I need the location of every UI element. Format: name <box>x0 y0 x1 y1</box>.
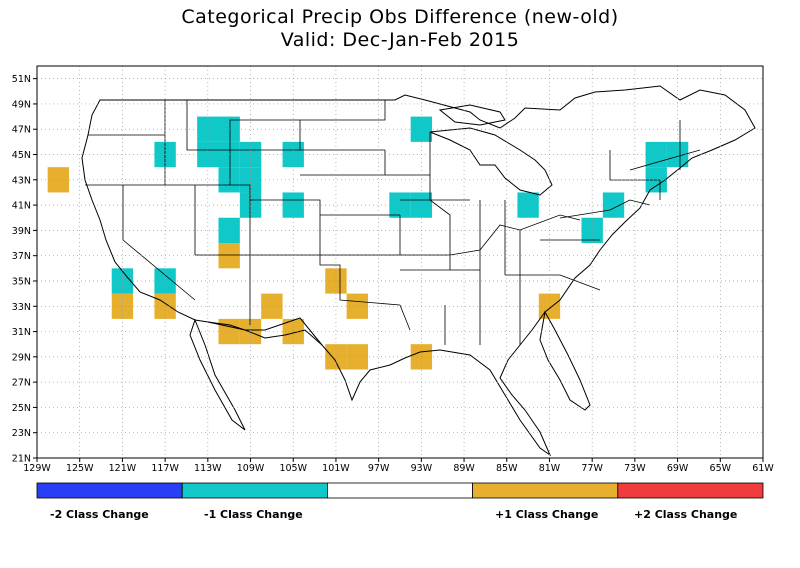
legend-swatch <box>326 482 473 499</box>
baja-peninsula <box>189 318 246 431</box>
lat-tick-label: 43N <box>12 175 31 186</box>
lon-tick-label: 105W <box>279 463 307 474</box>
lon-tick-label: 89W <box>453 463 475 474</box>
difference-cell <box>261 293 283 319</box>
us-outline <box>81 85 756 457</box>
lat-tick-label: 45N <box>12 150 31 161</box>
difference-cell <box>645 141 667 168</box>
legend-swatch <box>36 482 183 499</box>
difference-cell <box>239 192 262 218</box>
lat-tick-label: 41N <box>12 201 31 212</box>
state-lines <box>85 100 701 345</box>
lon-tick-label: 81W <box>539 463 561 474</box>
lon-tick-label: 65W <box>710 463 732 474</box>
lon-tick-label: 101W <box>322 463 350 474</box>
florida <box>539 310 591 411</box>
difference-cell <box>389 192 411 218</box>
difference-cell <box>325 344 347 370</box>
legend-label-minus1: -1 Class Change <box>204 508 303 521</box>
lon-tick-label: 77W <box>581 463 603 474</box>
lat-tick-label: 49N <box>12 99 31 110</box>
lon-tick-label: 129W <box>23 463 51 474</box>
legend-label-plus1: +1 Class Change <box>495 508 599 521</box>
lon-tick-label: 117W <box>151 463 179 474</box>
lat-tick-label: 21N <box>12 454 31 465</box>
lat-tick-label: 39N <box>12 226 31 237</box>
difference-cell <box>47 167 70 193</box>
great-lakes <box>429 127 553 196</box>
lat-tick-label: 37N <box>12 251 31 262</box>
difference-cell <box>111 268 134 294</box>
axis-ticks: 129W 125W 121W 117W 113W 109W 105W 101W 97W 93W 89… <box>12 74 775 474</box>
lon-tick-label: 61W <box>752 463 774 474</box>
lon-tick-label: 113W <box>194 463 222 474</box>
us-basemap <box>81 85 756 457</box>
lat-tick-label: 47N <box>12 125 31 136</box>
legend-swatch <box>472 482 619 499</box>
lat-tick-label: 25N <box>12 403 31 414</box>
lat-tick-label: 23N <box>12 428 31 439</box>
difference-cell <box>239 167 262 193</box>
difference-cell <box>239 318 262 345</box>
lon-tick-label: 125W <box>66 463 94 474</box>
lat-tick-label: 31N <box>12 327 31 338</box>
lat-tick-label: 29N <box>12 352 31 363</box>
lon-tick-label: 109W <box>237 463 265 474</box>
lon-tick-label: 93W <box>411 463 433 474</box>
difference-cell <box>325 268 347 294</box>
legend-colorbar <box>36 482 764 499</box>
lat-tick-label: 27N <box>12 378 31 389</box>
lon-tick-label: 85W <box>496 463 518 474</box>
legend-label-minus2: -2 Class Change <box>50 508 149 521</box>
lat-lon-grid <box>37 66 763 458</box>
lon-tick-label: 73W <box>624 463 646 474</box>
lat-tick-label: 51N <box>12 74 31 85</box>
difference-cell <box>197 116 219 142</box>
difference-cell <box>517 192 539 218</box>
lat-tick-label: 35N <box>12 276 31 287</box>
lake-superior <box>438 104 506 126</box>
lat-tick-label: 33N <box>12 302 31 313</box>
lon-tick-label: 121W <box>109 463 137 474</box>
legend-label-plus2: +2 Class Change <box>634 508 738 521</box>
map-subtitle: Valid: Dec-Jan-Feb 2015 <box>280 29 520 51</box>
lon-tick-label: 97W <box>368 463 390 474</box>
lon-tick-label: 69W <box>667 463 689 474</box>
map-title: Categorical Precip Obs Difference (new-o… <box>181 6 619 28</box>
legend-swatch <box>181 482 328 499</box>
map-frame <box>36 65 764 459</box>
mexico-border <box>207 317 323 346</box>
legend-swatch <box>617 482 764 499</box>
